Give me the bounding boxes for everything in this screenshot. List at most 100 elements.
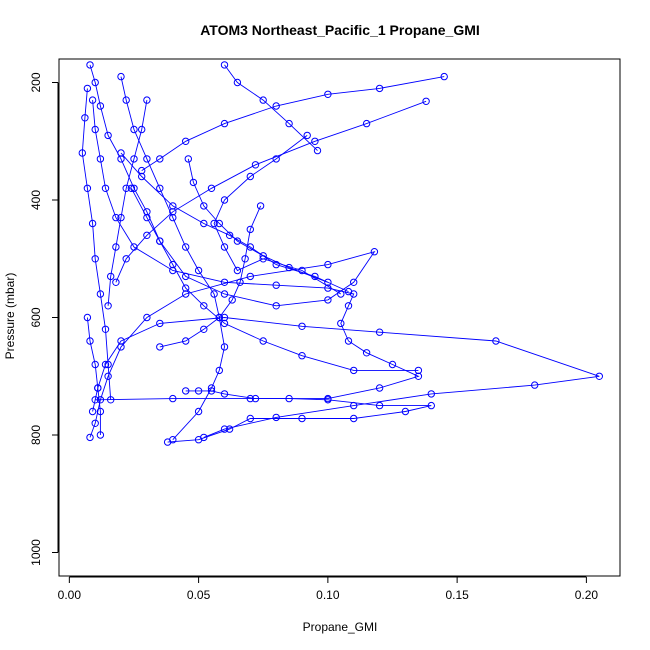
data-point [200, 302, 208, 310]
data-point [311, 137, 319, 146]
profile-line [131, 188, 419, 371]
data-point [156, 319, 164, 328]
profile-line [159, 205, 262, 348]
data-point [107, 396, 115, 404]
x-axis: 0.00 0.05 0.10 0.15 0.20 [58, 576, 598, 602]
data-point [350, 278, 358, 286]
data-point [220, 319, 229, 328]
data-point [228, 296, 236, 304]
profile-series [83, 313, 105, 439]
data-point [220, 425, 229, 433]
data-point [130, 184, 138, 193]
data-point [210, 219, 218, 228]
data-point [225, 231, 234, 240]
data-point [246, 225, 255, 234]
data-point [375, 401, 384, 410]
x-tick-label: 0.10 [316, 588, 340, 602]
data-point [344, 337, 353, 345]
data-point [272, 302, 280, 310]
data-point [215, 219, 224, 228]
data-point [182, 387, 190, 395]
data-point [91, 78, 99, 87]
data-point [414, 366, 423, 375]
data-point [122, 184, 130, 193]
data-point [101, 325, 110, 333]
data-point [104, 372, 112, 380]
data-point [182, 137, 190, 146]
data-point [220, 343, 229, 351]
data-point [324, 260, 332, 269]
data-point [143, 213, 151, 222]
y-tick-label: 1000 [29, 539, 43, 566]
data-point [96, 431, 105, 439]
data-point [220, 390, 229, 398]
data-point [337, 290, 345, 298]
data-point [94, 384, 102, 392]
data-point [272, 102, 280, 110]
profiles [78, 61, 603, 446]
data-point [189, 178, 198, 187]
profile-series [138, 72, 448, 175]
data-point [246, 172, 255, 181]
data-point [122, 96, 130, 104]
profile-line [92, 317, 600, 438]
data-point [182, 243, 190, 251]
data-point [233, 266, 242, 275]
data-point [401, 407, 410, 416]
data-point [285, 263, 293, 272]
profile-series [127, 184, 423, 375]
data-point [220, 278, 229, 286]
data-point [96, 155, 105, 163]
data-point [88, 407, 97, 416]
profile-series [86, 61, 379, 442]
data-point [194, 436, 203, 444]
profile-series [156, 202, 265, 351]
data-point [233, 237, 242, 245]
profile-line [213, 135, 342, 295]
data-point [182, 284, 190, 292]
data-point [492, 337, 500, 345]
data-point [362, 119, 371, 128]
data-point [251, 394, 260, 403]
data-point [91, 360, 99, 369]
data-point [246, 414, 255, 423]
y-tick-label: 800 [29, 425, 43, 445]
data-point [86, 337, 94, 345]
data-point [344, 287, 353, 296]
data-point [83, 313, 92, 322]
data-point [184, 155, 193, 163]
data-point [220, 243, 229, 251]
data-point [233, 78, 242, 87]
data-point [350, 366, 358, 375]
data-point [298, 266, 306, 275]
data-point [207, 184, 216, 193]
data-point [104, 131, 112, 140]
data-point [298, 322, 306, 330]
profile-series [88, 313, 603, 442]
data-point [215, 366, 224, 375]
data-point [313, 146, 322, 155]
profile-line [115, 100, 427, 283]
data-point [130, 125, 138, 134]
data-point [272, 413, 280, 422]
y-axis: 200 400 600 800 1000 [29, 72, 59, 566]
data-point [350, 414, 358, 423]
data-point [156, 343, 164, 351]
y-axis-label: Pressure (mbar) [3, 273, 17, 360]
data-point [117, 337, 125, 345]
data-point [241, 255, 249, 263]
data-point [169, 202, 177, 210]
data-point [104, 302, 112, 310]
data-point [362, 349, 371, 357]
profile-series [184, 155, 332, 286]
data-point [303, 131, 311, 140]
data-point [194, 387, 203, 395]
profile-series [220, 61, 322, 155]
data-point [91, 419, 99, 427]
data-point [251, 161, 260, 169]
data-point [78, 149, 87, 157]
data-point [220, 61, 229, 69]
x-axis-label: Propane_GMI [303, 620, 378, 634]
data-point [324, 278, 332, 286]
data-point [91, 125, 99, 134]
